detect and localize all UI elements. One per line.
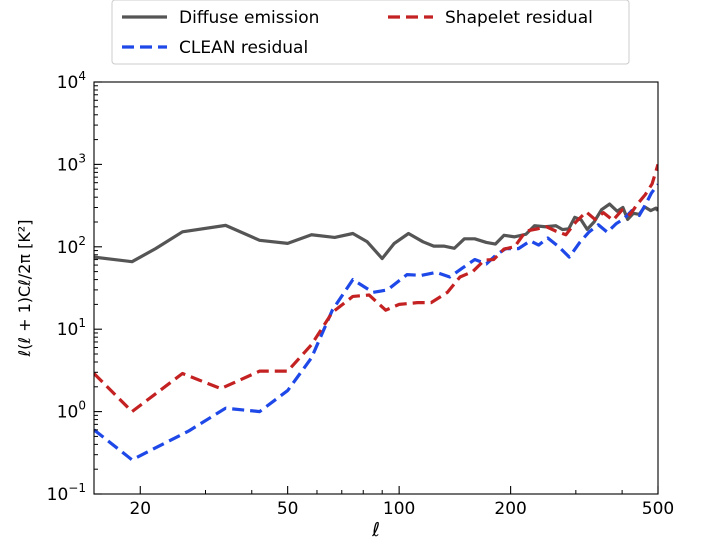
legend-label: Shapelet residual (445, 8, 593, 28)
legend-label: Diffuse emission (179, 8, 319, 28)
y-axis: 10−1 100 101 102 103 104 (47, 69, 102, 505)
legend: Diffuse emission CLEAN residual Shapelet r… (111, 0, 630, 65)
x-tick-label: 200 (494, 499, 526, 519)
x-tick-label: 20 (129, 499, 151, 519)
series-layer (94, 163, 658, 462)
series-line-3 (94, 163, 658, 414)
series-line-1 (94, 202, 658, 264)
y-tick-label: 100 (57, 399, 86, 423)
y-tick-label: 101 (57, 316, 86, 340)
y-tick-label: 104 (57, 69, 86, 93)
plot-frame (93, 81, 659, 495)
y-tick-label: 103 (57, 151, 86, 175)
legend-box (111, 0, 630, 65)
y-axis-label: ℓ(ℓ + 1)Cℓ/2π [K²] (15, 220, 34, 358)
x-tick-label: 500 (642, 499, 674, 519)
legend-label: CLEAN residual (179, 38, 308, 58)
x-tick-label: 100 (383, 499, 415, 519)
y-tick-label: 10−1 (47, 481, 86, 505)
x-axis-label: ℓ (371, 519, 380, 541)
x-axis: 20 50 100 200 500 (129, 486, 674, 519)
y-tick-label: 102 (57, 234, 86, 258)
x-tick-label: 50 (277, 499, 299, 519)
series-line-2 (94, 183, 658, 462)
